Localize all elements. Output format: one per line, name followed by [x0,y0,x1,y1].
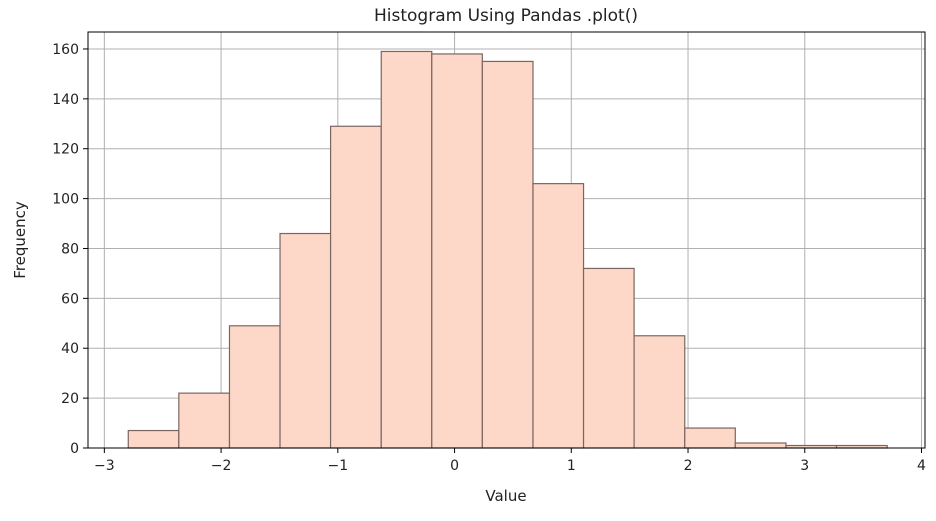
y-axis-label: Frequency [11,201,29,279]
y-tick-label: 20 [61,391,79,407]
histogram-bar [127,429,180,449]
histogram-bar [734,442,787,449]
x-tick-label: −3 [94,458,115,474]
x-tick-label: 2 [684,458,693,474]
y-tick-label: 160 [52,42,79,58]
x-tick-label: 1 [567,458,576,474]
x-tick-label: −2 [211,458,232,474]
x-tick-label: 0 [450,458,459,474]
histogram-bar [633,335,686,449]
bars [127,50,888,449]
histogram-bar [532,183,585,449]
histogram-bar [582,267,635,449]
y-tick-label: 40 [61,341,79,357]
histogram-bar [178,392,231,449]
y-tick-label: 100 [52,192,79,208]
histogram-bar [228,325,281,449]
histogram-bar [431,53,483,449]
x-tick-label: −1 [327,458,348,474]
y-tick-label: 0 [70,441,79,457]
histogram-bar [329,125,382,449]
x-axis-label: Value [485,487,526,505]
y-tick-label: 60 [61,291,79,307]
histogram-bar [380,50,433,449]
y-tick-label: 120 [52,142,79,158]
histogram-bar [481,60,534,449]
axes-frame [87,31,926,449]
chart-title: Histogram Using Pandas .plot() [374,6,638,26]
histogram-bar [279,232,332,449]
histogram-bar [684,427,736,449]
y-tick-label: 140 [52,92,79,108]
y-tick-label: 80 [61,241,79,257]
x-tick-label: 4 [917,458,926,474]
x-tick-label: 3 [800,458,809,474]
